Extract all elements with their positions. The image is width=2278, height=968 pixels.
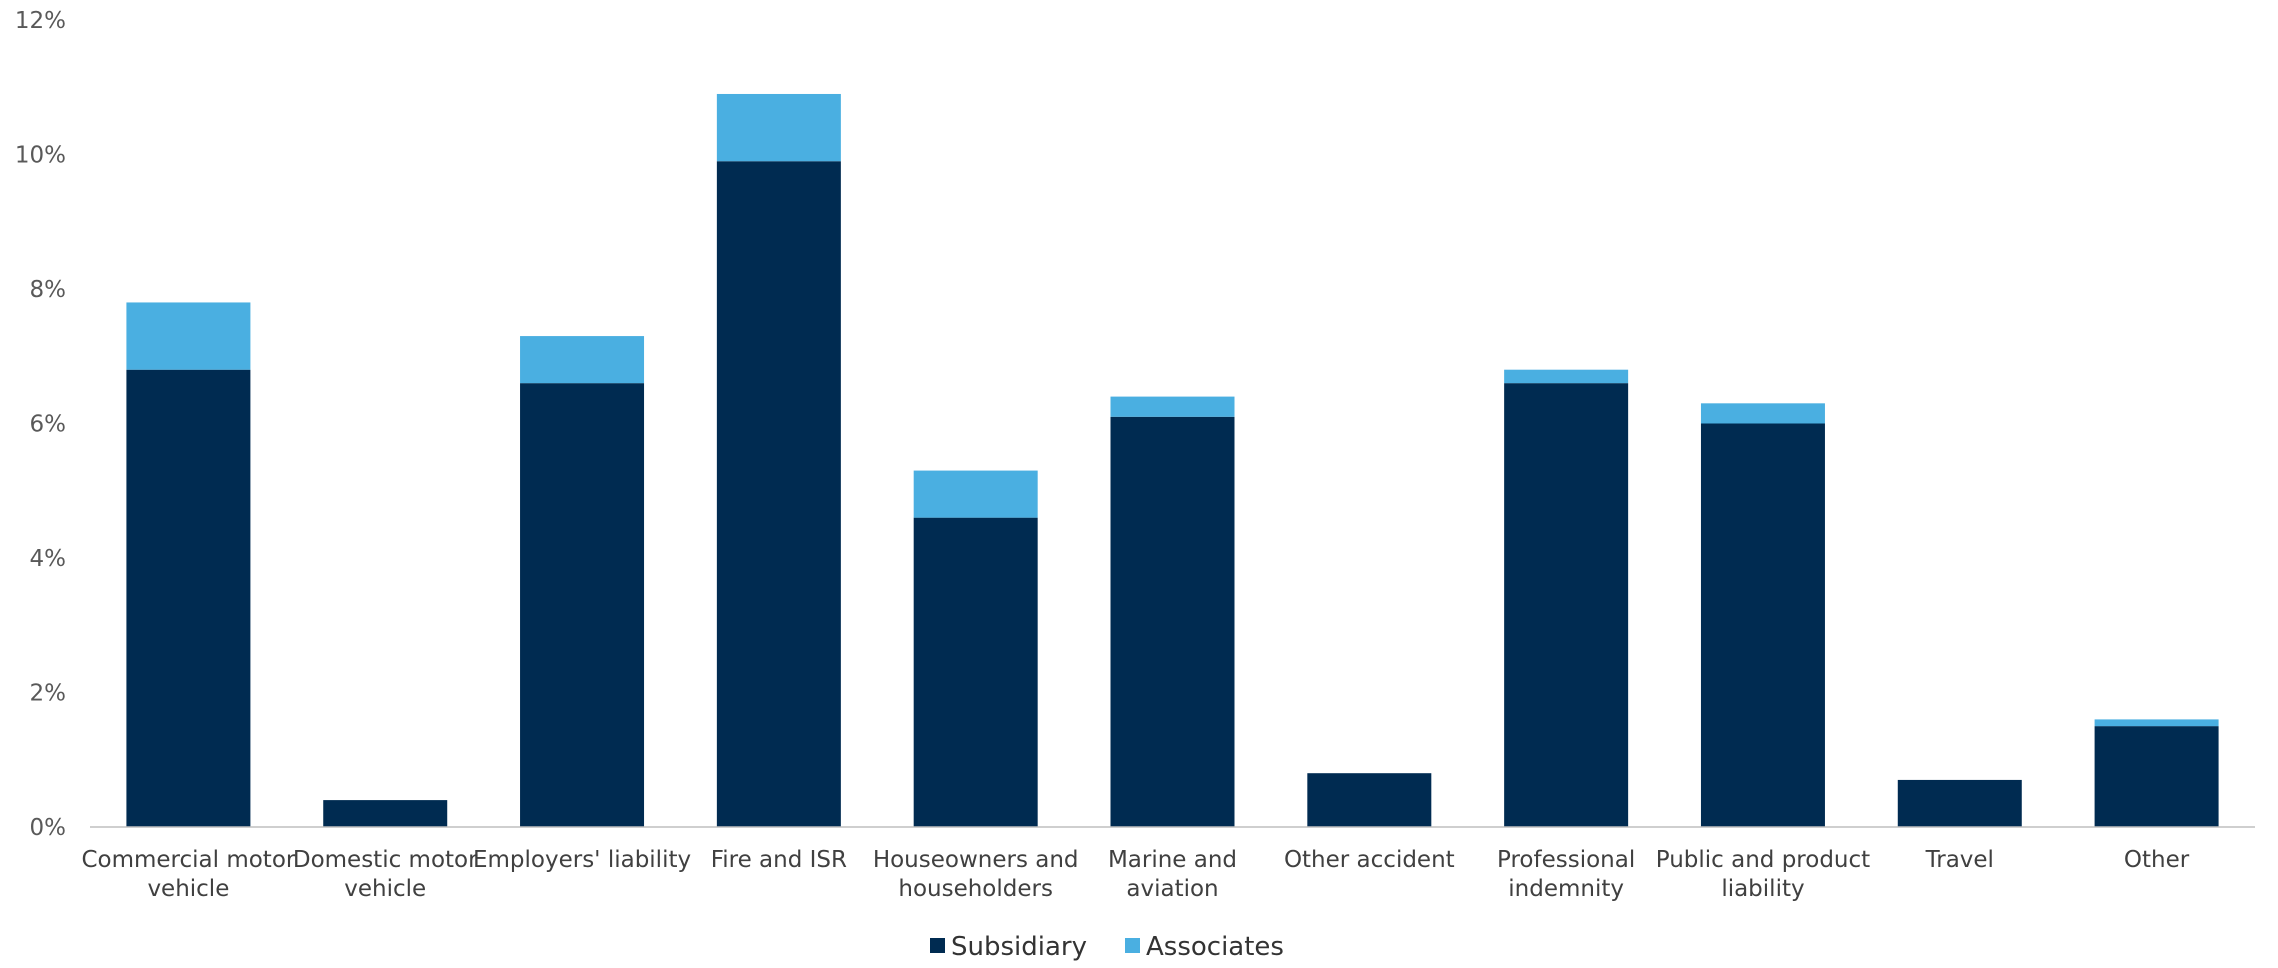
x-category-label-line: Marine and bbox=[1108, 847, 1237, 873]
x-category-label: Domestic motor vehicle bbox=[293, 847, 478, 902]
y-tick-label: 2% bbox=[30, 681, 67, 707]
x-axis-labels: Commercial motor vehicle Domestic motor veh… bbox=[81, 847, 2189, 902]
y-tick-label: 12% bbox=[15, 8, 66, 34]
legend-swatch-subsidiary bbox=[930, 938, 945, 953]
bar-associates-5 bbox=[1110, 396, 1235, 417]
bar-subsidiary-7 bbox=[1504, 383, 1629, 827]
bar-subsidiary-4 bbox=[913, 517, 1038, 827]
y-tick-label: 8% bbox=[30, 277, 67, 303]
legend-label-subsidiary: Subsidiary bbox=[951, 932, 1087, 962]
x-category-label-line: liability bbox=[1721, 876, 1804, 902]
x-category-label-line: householders bbox=[898, 876, 1053, 902]
x-category-label-line: Public and product bbox=[1656, 847, 1870, 873]
x-category-label-line: Commercial motor bbox=[81, 847, 295, 873]
x-category-label-line: Other bbox=[2124, 847, 2190, 873]
x-category-label-line: Employers' liability bbox=[473, 847, 691, 873]
x-category-label-line: aviation bbox=[1126, 876, 1218, 902]
bar-subsidiary-5 bbox=[1110, 416, 1235, 827]
bar-subsidiary-3 bbox=[716, 161, 841, 828]
x-category-label-line: indemnity bbox=[1508, 876, 1624, 902]
bar-subsidiary-9 bbox=[1897, 779, 2022, 827]
bar-subsidiary-8 bbox=[1700, 423, 1825, 827]
x-category-label: Employers' liability bbox=[473, 847, 691, 873]
x-category-label: Marine and aviation bbox=[1108, 847, 1237, 902]
bar-subsidiary-6 bbox=[1307, 773, 1432, 827]
bar-subsidiary-1 bbox=[323, 800, 448, 827]
x-category-label: Public and product liability bbox=[1656, 847, 1870, 902]
x-category-label-line: Domestic motor bbox=[293, 847, 478, 873]
x-category-label-line: vehicle bbox=[147, 876, 229, 902]
x-category-label: Other bbox=[2124, 847, 2190, 873]
y-tick-label: 10% bbox=[15, 143, 66, 169]
bar-subsidiary-0 bbox=[126, 369, 251, 827]
x-category-label-line: Travel bbox=[1925, 847, 1994, 873]
x-category-label-line: Other accident bbox=[1284, 847, 1455, 873]
x-category-label-line: vehicle bbox=[344, 876, 426, 902]
bar-associates-2 bbox=[520, 336, 645, 384]
x-category-label: Other accident bbox=[1284, 847, 1455, 873]
x-category-label-line: Fire and ISR bbox=[711, 847, 847, 873]
bar-associates-8 bbox=[1700, 403, 1825, 424]
y-tick-label: 0% bbox=[30, 815, 67, 841]
y-axis: 0% 2% 4% 6% 8% 10% 12% bbox=[15, 8, 66, 841]
bar-associates-4 bbox=[913, 470, 1038, 518]
x-category-label-line: Professional bbox=[1497, 847, 1635, 873]
x-category-label: Professional indemnity bbox=[1497, 847, 1635, 902]
bar-associates-10 bbox=[2094, 719, 2219, 727]
legend: Subsidiary Associates bbox=[930, 932, 1284, 962]
bars bbox=[126, 93, 2219, 828]
bar-subsidiary-2 bbox=[520, 383, 645, 827]
y-tick-label: 4% bbox=[30, 546, 67, 572]
bar-associates-0 bbox=[126, 302, 251, 370]
bar-associates-7 bbox=[1504, 369, 1629, 384]
x-category-label: Travel bbox=[1925, 847, 1994, 873]
x-category-label-line: Houseowners and bbox=[873, 847, 1079, 873]
bar-subsidiary-10 bbox=[2094, 726, 2219, 827]
x-category-label: Houseowners and householders bbox=[873, 847, 1079, 902]
legend-swatch-associates bbox=[1125, 938, 1140, 953]
bar-associates-3 bbox=[716, 93, 841, 162]
y-tick-label: 6% bbox=[30, 412, 67, 438]
legend-label-associates: Associates bbox=[1146, 932, 1284, 962]
x-category-label: Fire and ISR bbox=[711, 847, 847, 873]
x-category-label: Commercial motor vehicle bbox=[81, 847, 295, 902]
